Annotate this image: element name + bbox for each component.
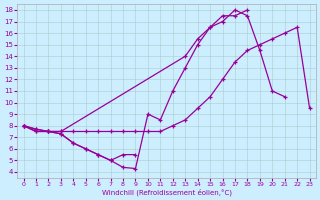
X-axis label: Windchill (Refroidissement éolien,°C): Windchill (Refroidissement éolien,°C) <box>101 188 232 196</box>
